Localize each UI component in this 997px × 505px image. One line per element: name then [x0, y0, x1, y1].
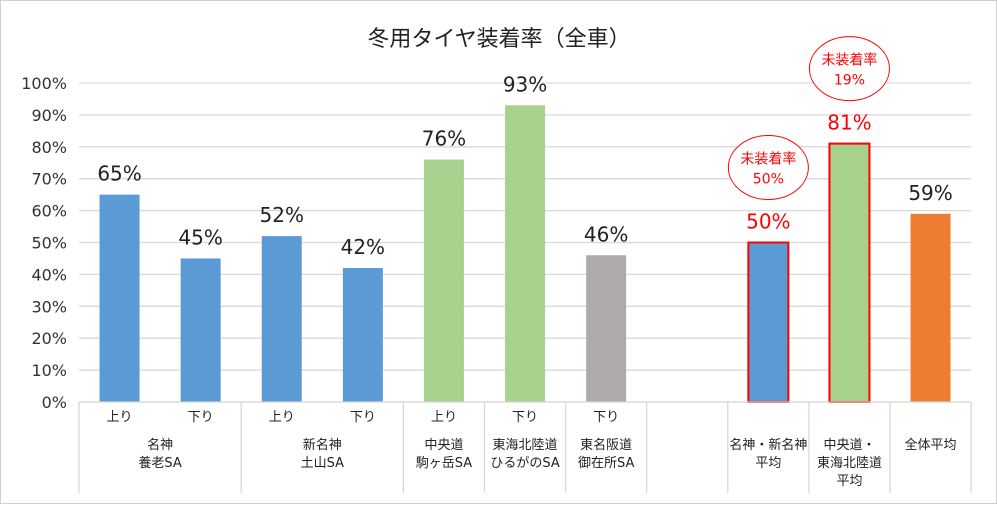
x-sub-label: 上り [269, 410, 295, 425]
y-tick-label: 20% [31, 329, 67, 348]
chart-title: 冬用タイヤ装着率（全車） [367, 27, 630, 52]
bar [586, 255, 627, 402]
annotation-text: 19% [834, 73, 865, 89]
data-label: 45% [178, 225, 222, 249]
annotation-text: 未装着率 [740, 151, 796, 168]
data-label: 65% [97, 162, 141, 186]
x-group-label: 平均 [755, 456, 781, 471]
bar [910, 213, 951, 402]
x-group-label: 名神・新名神 [729, 437, 807, 453]
x-group-label: 土山SA [301, 456, 344, 471]
data-label: 46% [584, 222, 628, 246]
x-group-label: 東海北陸道 [817, 455, 882, 471]
x-sub-label: 上り [107, 410, 133, 425]
bar [99, 194, 140, 402]
y-tick-label: 0% [42, 393, 67, 412]
annotation-bubble [808, 36, 890, 102]
bar [342, 268, 383, 402]
y-tick-label: 100% [21, 74, 67, 93]
y-tick-label: 10% [31, 361, 67, 380]
x-sub-label: 下り [512, 410, 538, 425]
bar [180, 258, 221, 402]
y-tick-label: 80% [31, 138, 67, 157]
y-tick-label: 40% [31, 265, 67, 284]
bar [505, 105, 546, 402]
x-group-label: 中央道 [424, 438, 463, 453]
x-sub-label: 上り [431, 410, 457, 425]
bar [747, 241, 790, 403]
x-group-label: 東海北陸道 [493, 437, 558, 453]
x-group-label: 平均 [836, 474, 862, 489]
bar [828, 142, 871, 404]
bar [423, 159, 464, 402]
x-group-label: 名神 [147, 437, 173, 453]
x-sub-label: 下り [593, 410, 619, 425]
y-tick-label: 90% [31, 106, 67, 125]
data-label: 93% [503, 72, 547, 96]
data-label: 76% [422, 127, 466, 151]
x-group-label: 東名阪道 [580, 437, 632, 453]
x-group-label: 新名神 [303, 437, 342, 453]
x-group-label: 中央道・ [823, 438, 875, 453]
data-label: 50% [746, 210, 790, 234]
y-tick-label: 50% [31, 234, 67, 253]
x-sub-label: 下り [350, 410, 376, 425]
x-group-label: 駒ヶ岳SA [416, 456, 472, 471]
x-group-label: 全体平均 [905, 437, 957, 453]
y-tick-label: 70% [31, 170, 67, 189]
annotation-text: 50% [753, 172, 784, 188]
annotation-bubble [727, 135, 809, 200]
y-tick-label: 30% [31, 297, 67, 316]
x-group-label: 養老SA [138, 455, 181, 471]
data-label: 81% [827, 111, 871, 135]
data-label: 42% [341, 235, 385, 259]
bar [261, 236, 302, 402]
x-group-label: ひるがのSA [490, 456, 559, 471]
data-label: 52% [260, 203, 304, 227]
data-label: 59% [908, 181, 952, 205]
y-tick-label: 60% [31, 202, 67, 221]
annotation-text: 未装着率 [821, 52, 877, 69]
x-group-label: 御在所SA [578, 456, 634, 471]
x-sub-label: 下り [188, 410, 214, 425]
